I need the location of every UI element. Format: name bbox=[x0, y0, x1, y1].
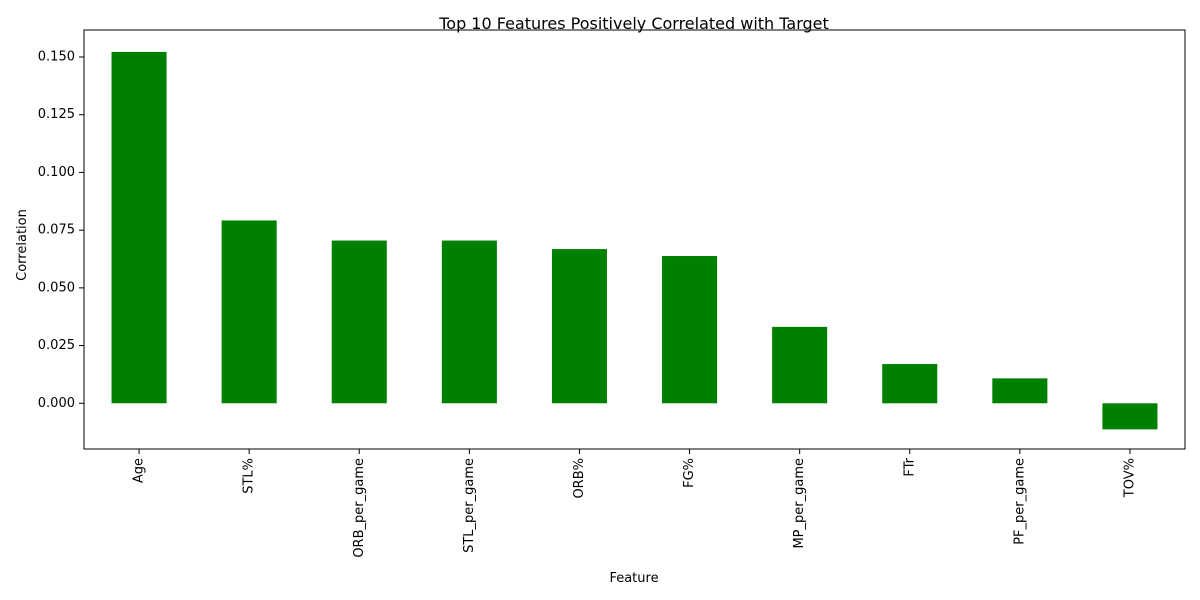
bar-MP_per_game bbox=[772, 326, 828, 404]
bar-PF_per_game bbox=[992, 378, 1048, 404]
bar-FG% bbox=[662, 256, 718, 404]
y-tick-label: 0.125 bbox=[38, 107, 75, 122]
y-tick-label: 0.025 bbox=[38, 338, 75, 353]
y-tick-label: 0.000 bbox=[38, 396, 75, 411]
x-tick-label: ORB_per_game bbox=[352, 458, 367, 558]
bars-group bbox=[111, 51, 1158, 430]
bar-ORB_per_game bbox=[331, 240, 387, 404]
x-tick-label: Age bbox=[132, 458, 147, 483]
bar-STL% bbox=[221, 220, 277, 404]
x-axis: Age STL% ORB_per_game STL_per_game ORB% FG% MP… bbox=[132, 449, 1137, 558]
bar-STL_per_game bbox=[441, 240, 497, 404]
y-tick-label: 0.100 bbox=[38, 165, 75, 180]
y-axis: 0.000 0.025 0.050 0.075 0.100 0.125 0.150 bbox=[38, 50, 84, 411]
x-tick-label: FTr bbox=[902, 457, 917, 476]
x-axis-label: Feature bbox=[609, 571, 658, 586]
plot-frame bbox=[83, 29, 1186, 450]
x-tick-label: PF_per_game bbox=[1012, 458, 1027, 545]
y-tick-label: 0.150 bbox=[38, 50, 75, 65]
x-tick-label: MP_per_game bbox=[792, 458, 807, 549]
x-tick-label: STL_per_game bbox=[462, 458, 477, 553]
x-tick-label: STL% bbox=[242, 458, 257, 494]
chart-title: Top 10 Features Positively Correlated wi… bbox=[438, 14, 829, 33]
y-tick-label: 0.075 bbox=[38, 223, 75, 238]
bar-FTr bbox=[882, 364, 938, 404]
y-axis-label: Correlation bbox=[15, 209, 30, 281]
x-tick-label: ORB% bbox=[572, 458, 587, 499]
x-tick-label: TOV% bbox=[1122, 458, 1137, 498]
bar-ORB% bbox=[551, 249, 607, 404]
y-tick-label: 0.050 bbox=[38, 280, 75, 295]
bar-TOV% bbox=[1102, 403, 1158, 430]
x-tick-label: FG% bbox=[682, 458, 697, 488]
bar-Age bbox=[111, 51, 167, 404]
